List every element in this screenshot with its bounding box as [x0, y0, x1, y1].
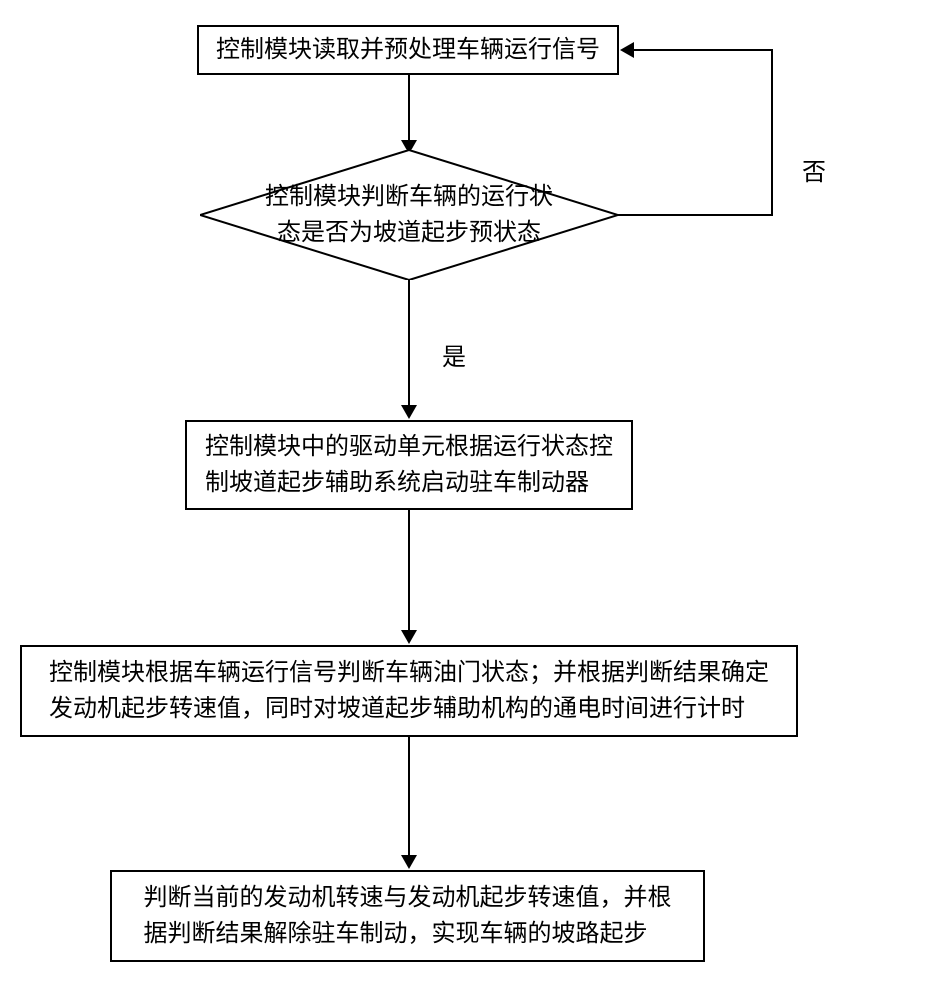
box3-line2: 发动机起步转速值，同时对坡道起步辅助机构的通电时间进行计时 — [49, 691, 769, 727]
flowchart-box-3: 控制模块根据车辆运行信号判断车辆油门状态；并根据判断结果确定 发动机起步转速值，… — [20, 645, 798, 737]
arrow-yes — [408, 280, 410, 408]
diamond-line1: 控制模块判断车辆的运行状 — [242, 179, 576, 215]
arrow-head-yes — [401, 405, 417, 419]
flowchart-decision: 控制模块判断车辆的运行状 态是否为坡道起步预状态 — [200, 150, 618, 280]
box2-line1: 控制模块中的驱动单元根据运行状态控 — [205, 429, 613, 465]
box1-text: 控制模块读取并预处理车辆运行信号 — [216, 32, 600, 68]
flowchart-box-1: 控制模块读取并预处理车辆运行信号 — [197, 25, 619, 75]
arrow-no-horizontal1 — [618, 214, 773, 216]
arrow-head-no — [620, 42, 634, 58]
arrow-head-4 — [401, 855, 417, 869]
flowchart-container: 控制模块读取并预处理车辆运行信号 控制模块判断车辆的运行状 态是否为坡道起步预状… — [0, 0, 932, 1000]
label-no: 否 — [800, 150, 828, 189]
label-yes: 是 — [440, 335, 468, 374]
arrow-head-3 — [401, 630, 417, 644]
no-text: 否 — [802, 160, 826, 186]
arrow-4 — [408, 737, 410, 858]
box4-line2: 据判断结果解除驻车制动，实现车辆的坡路起步 — [144, 916, 672, 952]
yes-text: 是 — [442, 345, 466, 371]
box3-line1: 控制模块根据车辆运行信号判断车辆油门状态；并根据判断结果确定 — [49, 655, 769, 691]
arrow-1 — [408, 75, 410, 143]
box4-line1: 判断当前的发动机转速与发动机起步转速值，并根 — [144, 880, 672, 916]
flowchart-box-2: 控制模块中的驱动单元根据运行状态控 制坡道起步辅助系统启动驻车制动器 — [185, 420, 633, 510]
diamond-text-container: 控制模块判断车辆的运行状 态是否为坡道起步预状态 — [242, 179, 576, 251]
diamond-line2: 态是否为坡道起步预状态 — [242, 215, 576, 251]
arrow-no-vertical — [771, 49, 773, 216]
arrow-3 — [408, 510, 410, 633]
box2-line2: 制坡道起步辅助系统启动驻车制动器 — [205, 465, 613, 501]
flowchart-box-4: 判断当前的发动机转速与发动机起步转速值，并根 据判断结果解除驻车制动，实现车辆的… — [110, 870, 705, 962]
arrow-no-horizontal2 — [633, 49, 773, 51]
